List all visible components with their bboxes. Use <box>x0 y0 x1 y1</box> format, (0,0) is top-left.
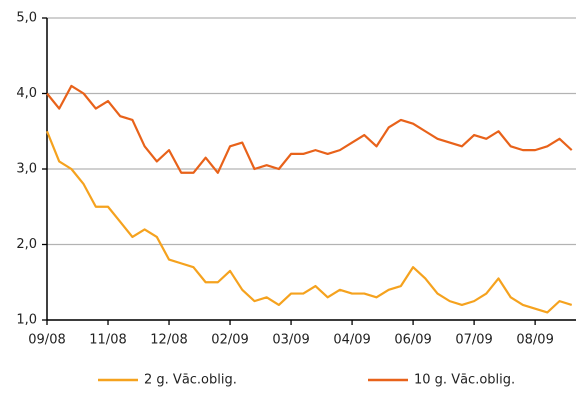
x-tick-label: 12/08 <box>150 333 187 348</box>
x-tick-label: 11/08 <box>89 333 126 348</box>
y-tick-label: 3,0 <box>16 162 37 177</box>
x-tick-label: 08/09 <box>516 333 553 348</box>
x-tick-label: 06/09 <box>394 333 431 348</box>
legend-label: 10 g. Vāc.oblig. <box>414 373 515 388</box>
legend-label: 2 g. Vāc.oblig. <box>144 373 237 388</box>
x-tick-label: 02/09 <box>211 333 248 348</box>
line-series <box>46 84 573 174</box>
y-tick-label: 4,0 <box>16 86 37 101</box>
y-tick-label: 5,0 <box>16 11 37 26</box>
x-tick-label: 07/09 <box>455 333 492 348</box>
x-tick-label: 09/08 <box>28 333 65 348</box>
x-tick-label: 04/09 <box>333 333 370 348</box>
y-tick-label: 1,0 <box>16 313 37 328</box>
line-series <box>45 130 573 314</box>
y-tick-label: 2,0 <box>16 237 37 252</box>
x-tick-label: 03/09 <box>272 333 309 348</box>
